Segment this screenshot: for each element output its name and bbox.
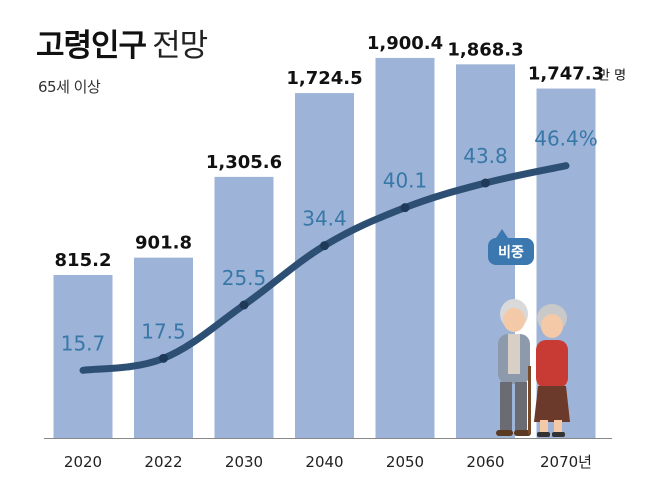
ratio-line-group — [79, 162, 570, 374]
bar-4 — [375, 57, 435, 439]
x-tick-5: 2060 — [466, 453, 504, 471]
ratio-label-4: 40.1 — [383, 169, 428, 193]
x-tick-labels: 2020 2022 2030 2040 2050 2060 2070년 — [64, 453, 592, 471]
ratio-point-2 — [239, 300, 249, 310]
elderly-man-figure — [496, 299, 531, 436]
bar-value-label-3: 1,724.5 — [286, 68, 362, 89]
ratio-label-6: 46.4% — [534, 127, 598, 151]
ratio-point-4 — [400, 203, 410, 213]
ratio-label-2: 25.5 — [222, 266, 267, 290]
ratio-point-3 — [320, 241, 329, 251]
badge-box — [488, 238, 534, 265]
x-tick-1: 2022 — [144, 453, 182, 471]
elderly-woman-figure — [534, 304, 570, 437]
ratio-label-5: 43.8 — [463, 144, 508, 168]
title-sub: 전망 — [152, 28, 208, 64]
badge-text: 비중 — [498, 245, 524, 261]
chart-subtitle: 65세 이상 — [38, 78, 101, 96]
bar-3 — [295, 93, 354, 438]
bar-value-label-5: 1,868.3 — [447, 39, 523, 60]
elderly-couple-illustration — [496, 299, 570, 437]
ratio-point-1 — [159, 353, 168, 363]
x-tick-4: 2050 — [386, 453, 424, 471]
x-tick-3: 2040 — [305, 453, 343, 471]
chart-title: 고령인구 전망 — [36, 28, 208, 64]
badge-pointer — [496, 229, 508, 238]
bars-group — [53, 57, 596, 439]
ratio-labels-group: 15.7 17.5 25.5 34.4 40.1 43.8 46.4% — [61, 127, 598, 356]
x-tick-2: 2030 — [225, 453, 263, 471]
bar-0 — [53, 274, 113, 438]
bar-value-label-0: 815.2 — [55, 250, 112, 271]
x-tick-6: 2070년 — [540, 453, 592, 471]
bar-labels-group: 815.2 901.8 1,305.6 1,724.51,900.4 1,868.31,… — [55, 33, 627, 271]
bar-value-label-6: 1,747.3 — [528, 64, 604, 85]
ratio-label-1: 17.5 — [141, 319, 186, 343]
ratio-label-0: 15.7 — [61, 331, 106, 355]
x-tick-0: 2020 — [64, 453, 102, 471]
ratio-point-5 — [481, 178, 490, 188]
title-main: 고령인구 — [36, 28, 147, 64]
ratio-label-3: 34.4 — [302, 207, 347, 231]
ratio-badge: 비중 — [488, 229, 534, 265]
bar-value-label-4: 1,900.4 — [367, 33, 443, 54]
bar-value-label-2: 1,305.6 — [206, 152, 282, 173]
bar-unit-label: 만 명 — [598, 69, 626, 84]
bar-value-label-1: 901.8 — [135, 233, 192, 254]
